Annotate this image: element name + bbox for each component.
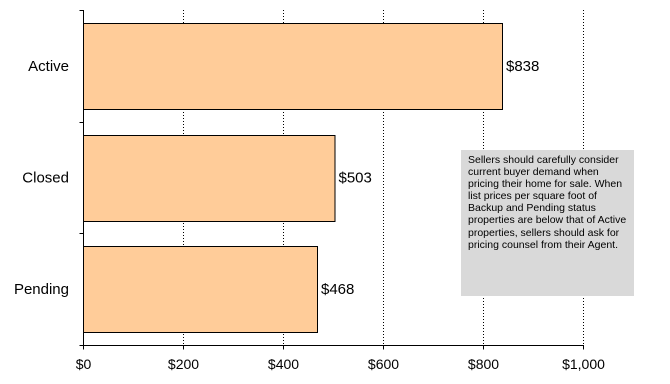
data-label-pending: $468 [321,281,354,298]
labels: $838 Active $503 Closed $468 Pending $0 $200 $40… [14,58,605,372]
x-tick-label-3: $600 [368,356,399,372]
data-label-closed: $503 [339,170,372,187]
annotation-text: Sellers should carefully consider curren… [468,154,627,251]
category-label-closed: Closed [22,170,69,187]
bar-closed [83,135,336,222]
x-tick-label-2: $400 [268,356,299,372]
x-tick-label-5: $1,000 [562,356,605,372]
x-tick-label-4: $800 [468,356,499,372]
data-label-active: $838 [506,58,539,75]
bar-active [83,23,503,110]
bars [83,23,503,333]
category-label-active: Active [28,58,69,75]
annotation-note: Sellers should carefully consider curren… [461,150,634,296]
x-tick-label-0: $0 [76,356,92,372]
category-label-pending: Pending [14,281,69,298]
bar-pending [83,246,318,333]
axes [79,10,584,350]
x-tick-label-1: $200 [168,356,199,372]
